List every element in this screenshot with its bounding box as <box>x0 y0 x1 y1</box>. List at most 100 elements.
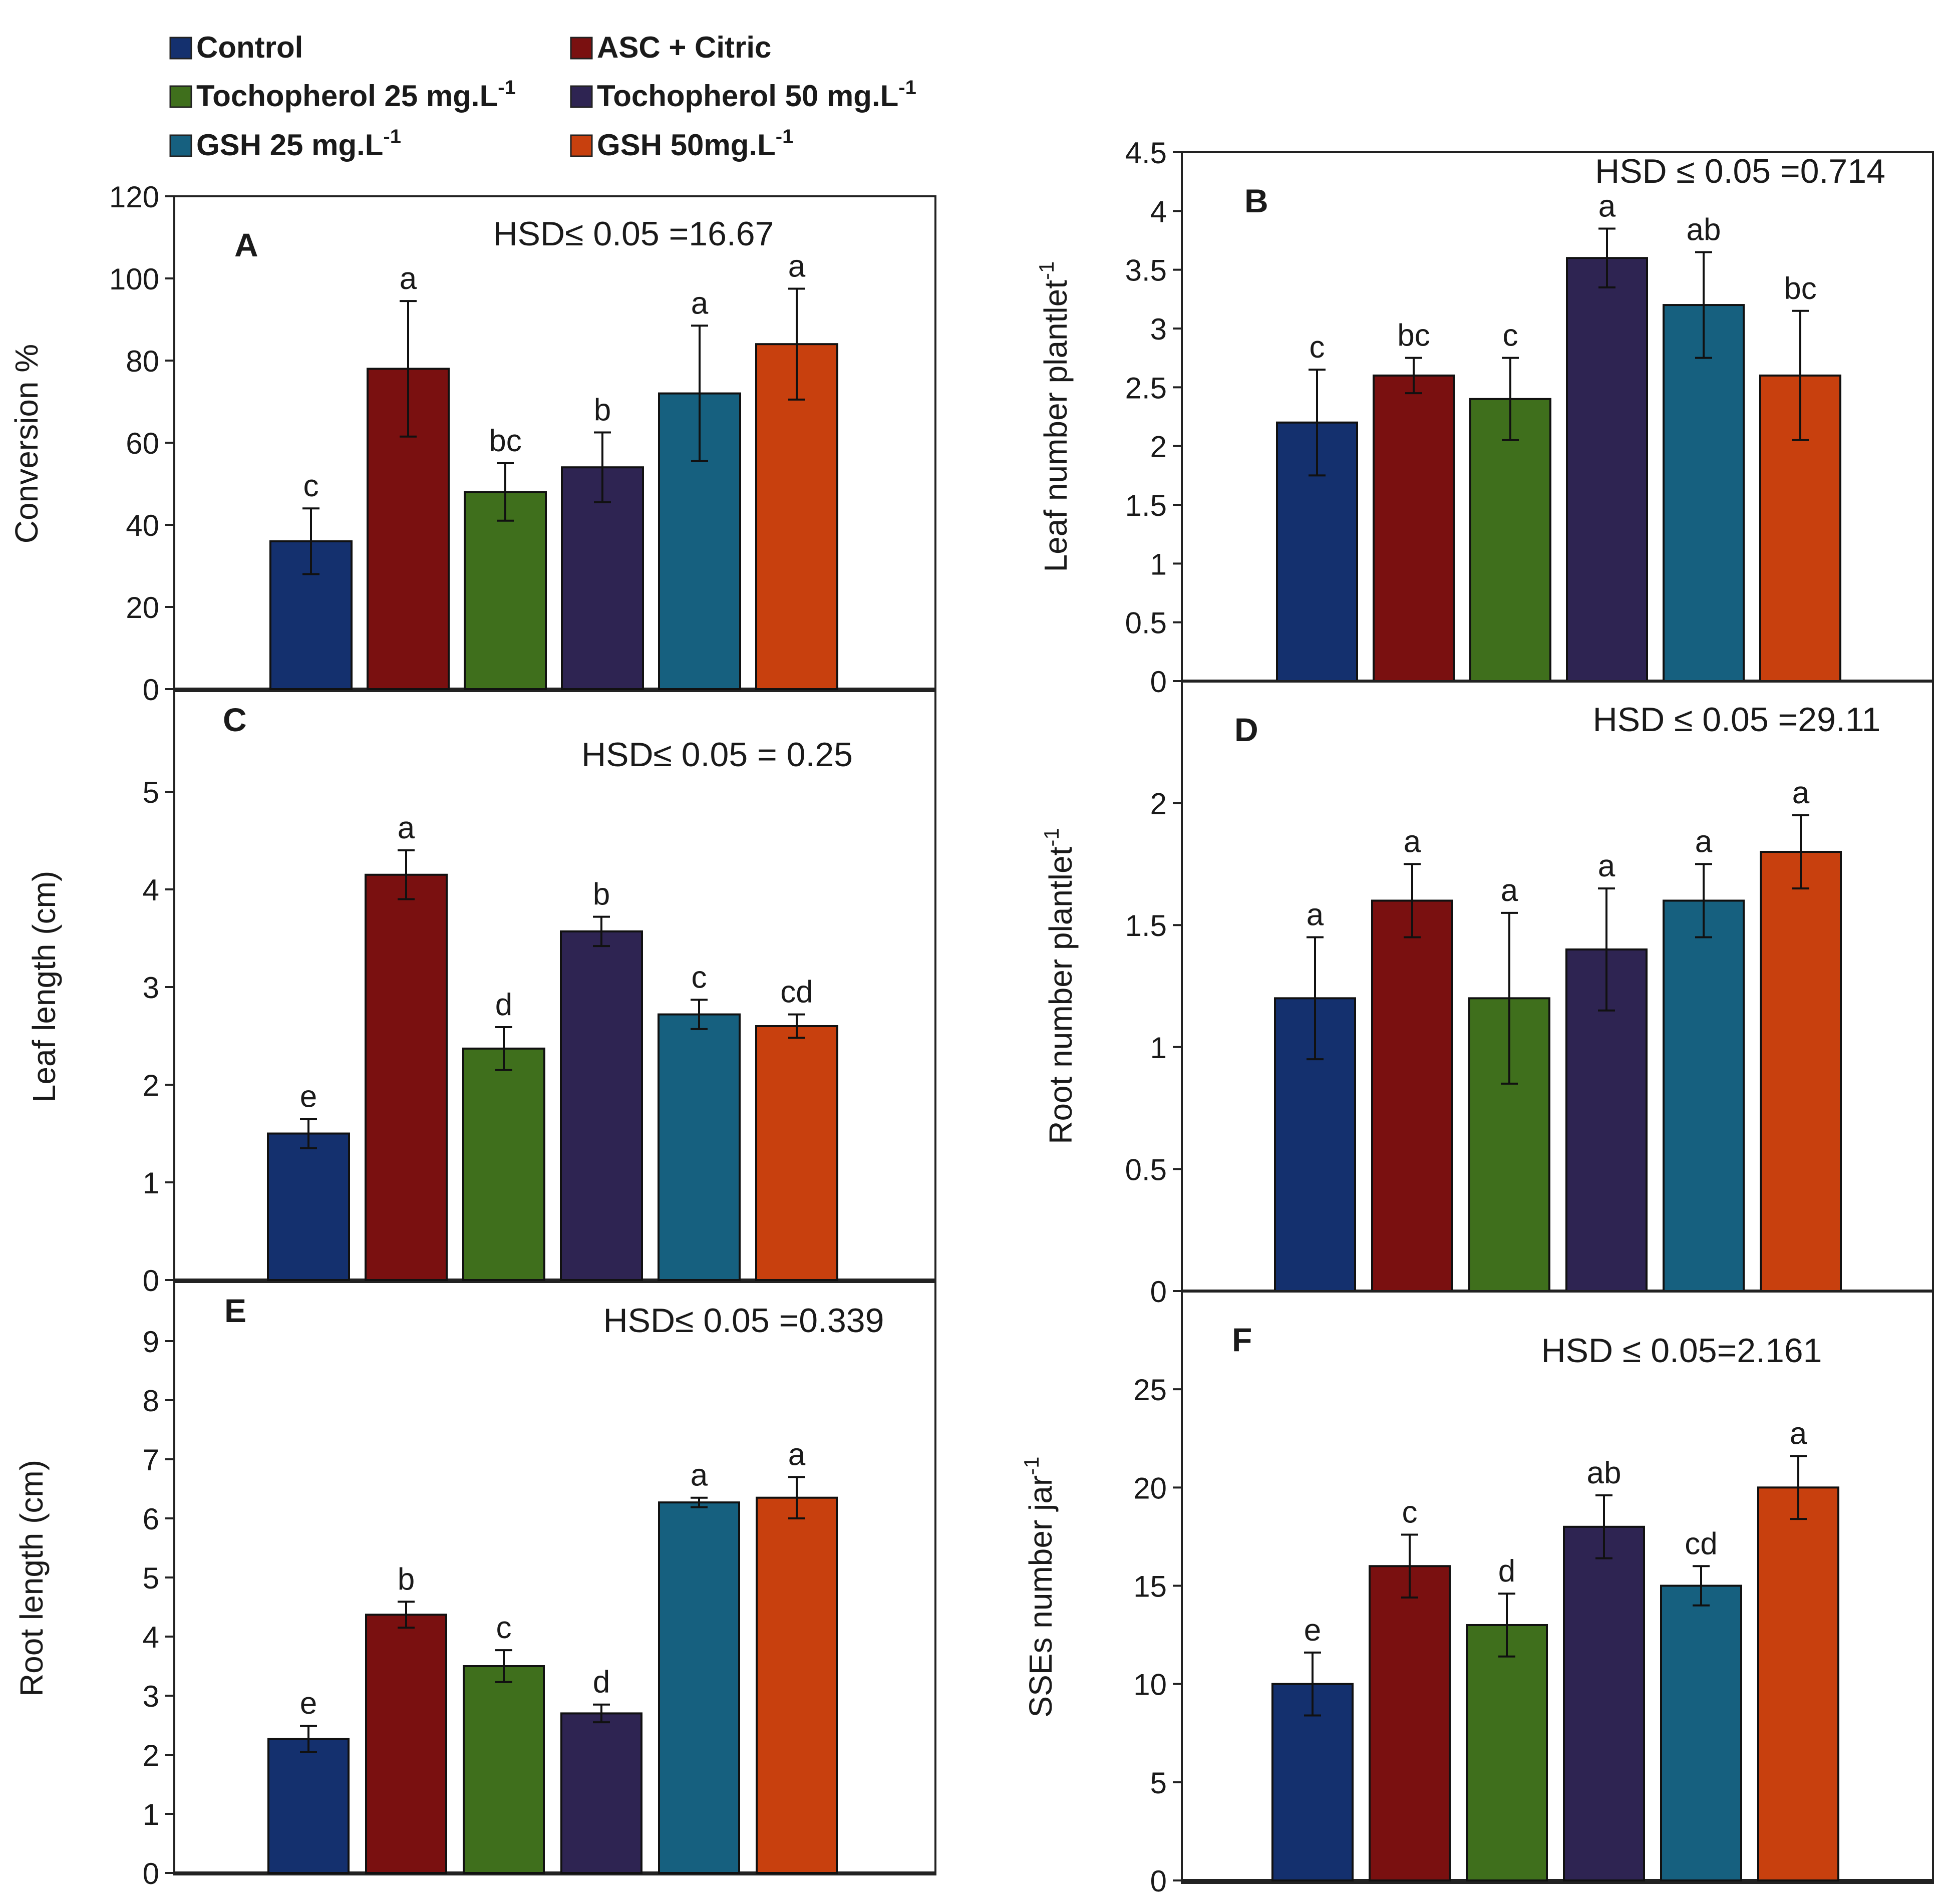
significance-letter: bc <box>1784 271 1816 306</box>
bar <box>1760 851 1842 1293</box>
significance-letter: a <box>788 1437 806 1472</box>
significance-letter: a <box>1404 824 1421 859</box>
significance-letter: e <box>1304 1613 1321 1648</box>
bar <box>463 1665 545 1874</box>
significance-letter: a <box>398 811 415 845</box>
significance-letter: a <box>788 249 806 284</box>
significance-letter: bc <box>1397 319 1430 353</box>
y-axis-label: Conversion % <box>9 344 45 543</box>
hsd-label: HSD≤ 0.05 = 0.25 <box>581 736 853 774</box>
y-axis-label: Leaf number plantlet-1 <box>1035 261 1074 572</box>
significance-letter: a <box>1598 189 1616 224</box>
significance-letter: a <box>691 286 709 321</box>
y-tick-label: 40 <box>126 509 159 542</box>
panel-letter: C <box>223 701 247 738</box>
significance-letter: b <box>398 1562 415 1597</box>
significance-letter: a <box>1501 873 1518 908</box>
significance-letter: a <box>1307 898 1324 932</box>
bar <box>1660 1584 1742 1881</box>
significance-letter: c <box>1503 319 1518 353</box>
bar <box>1371 899 1453 1292</box>
y-tick-label: 20 <box>126 591 159 624</box>
y-tick-label: 7 <box>143 1443 159 1477</box>
bar <box>756 1496 838 1874</box>
panel-letter: D <box>1234 711 1258 748</box>
y-tick-label: 5 <box>1150 1766 1167 1800</box>
significance-letter: d <box>1498 1554 1515 1589</box>
panel-b: 0 0.5 1 1.5 2 2.5 3 3.5 4 4.5 Leaf number plantlet… <box>1035 136 1934 699</box>
bar <box>464 491 547 691</box>
y-tick-label: 1 <box>1150 547 1167 581</box>
y-tick-label: 1.5 <box>1125 909 1167 942</box>
significance-letter: a <box>1792 776 1810 810</box>
y-tick-label: 9 <box>143 1325 159 1359</box>
legend-item: GSH 50mg.L-1 <box>570 126 793 162</box>
panel-f: 0 5 10 15 20 25 SSEs number jar-1 F HSD ≤ 0.05=2… <box>1020 1290 1934 1898</box>
y-tick-label: 0.5 <box>1125 606 1167 640</box>
bar <box>1566 257 1648 682</box>
panel-letter: E <box>224 1292 246 1329</box>
y-tick-label: 0 <box>1150 665 1167 699</box>
bar <box>1469 398 1551 682</box>
significance-letter: a <box>1598 849 1615 883</box>
bar <box>462 1047 545 1282</box>
hsd-label: HSD ≤ 0.05 =29.11 <box>1593 701 1881 739</box>
y-tick-label: 3 <box>143 1680 159 1713</box>
legend-label: GSH 25 mg.L-1 <box>196 126 401 162</box>
legend-label: ASC + Citric <box>597 31 771 64</box>
y-tick-label: 120 <box>109 180 159 214</box>
panel-letter: B <box>1244 182 1268 219</box>
bar <box>267 1132 350 1281</box>
y-tick-label: 4.5 <box>1125 136 1167 170</box>
y-tick-label: 100 <box>109 262 159 296</box>
panel-letter: F <box>1232 1321 1252 1358</box>
legend-item: ASC + Citric <box>570 31 771 64</box>
legend-item: Control <box>169 31 303 64</box>
legend-item: GSH 25 mg.L-1 <box>169 126 401 162</box>
bar <box>365 873 448 1281</box>
y-tick-label: 1.5 <box>1125 489 1167 522</box>
panel-c: 0 1 2 3 4 5 Leaf length (cm) C HSD≤ 0.05 = 0.25 e… <box>26 690 936 1298</box>
significance-letter: c <box>692 960 707 995</box>
significance-letter: c <box>303 469 319 503</box>
y-tick-label: 2 <box>143 1069 159 1102</box>
significance-letter: a <box>691 1458 708 1493</box>
legend-swatch <box>169 37 192 60</box>
y-tick-label: 60 <box>126 427 159 460</box>
legend-swatch <box>570 134 593 157</box>
legend-swatch <box>169 134 192 157</box>
significance-letter: cd <box>1685 1526 1717 1561</box>
bar <box>1466 1624 1548 1881</box>
bar <box>658 1501 740 1874</box>
bar <box>1663 304 1745 682</box>
y-tick-label: 2 <box>1150 430 1167 464</box>
bar <box>561 466 644 690</box>
y-axis-label: Root length (cm) <box>14 1460 50 1697</box>
legend-label: Tochopherol 25 mg.L-1 <box>196 77 516 113</box>
y-axis-label: Root number plantlet-1 <box>1040 828 1079 1144</box>
legend-label: Control <box>196 31 303 64</box>
panel-letter: A <box>234 226 258 263</box>
significance-letter: b <box>594 393 611 428</box>
significance-letter: c <box>1402 1495 1418 1529</box>
y-tick-label: 0 <box>1150 1864 1167 1898</box>
y-tick-label: 4 <box>1150 195 1167 228</box>
significance-letter: c <box>496 1611 512 1645</box>
significance-letter: e <box>300 1079 317 1114</box>
significance-letter: a <box>400 261 417 296</box>
y-tick-label: 0 <box>143 1264 159 1298</box>
bar <box>560 930 643 1281</box>
y-tick-label: 1 <box>1150 1031 1167 1065</box>
y-tick-label: 15 <box>1133 1570 1167 1604</box>
significance-letter: a <box>1790 1417 1807 1451</box>
panel-e: 0 1 2 3 4 5 6 7 8 9 Root length (cm) E HSD≤ 0.05 =0.… <box>14 1281 936 1890</box>
significance-letter: b <box>593 877 610 912</box>
panel-a: 0 20 40 60 80 100 120 Conversion % A HSD≤ 0.05 =1… <box>9 180 936 707</box>
significance-letter: a <box>1695 824 1713 859</box>
hsd-label: HSD≤ 0.05 =16.67 <box>493 215 774 253</box>
y-tick-label: 5 <box>143 776 159 809</box>
y-tick-label: 2 <box>143 1739 159 1772</box>
y-tick-label: 0 <box>143 673 159 707</box>
bar <box>755 1025 838 1281</box>
bar <box>1757 1486 1839 1881</box>
